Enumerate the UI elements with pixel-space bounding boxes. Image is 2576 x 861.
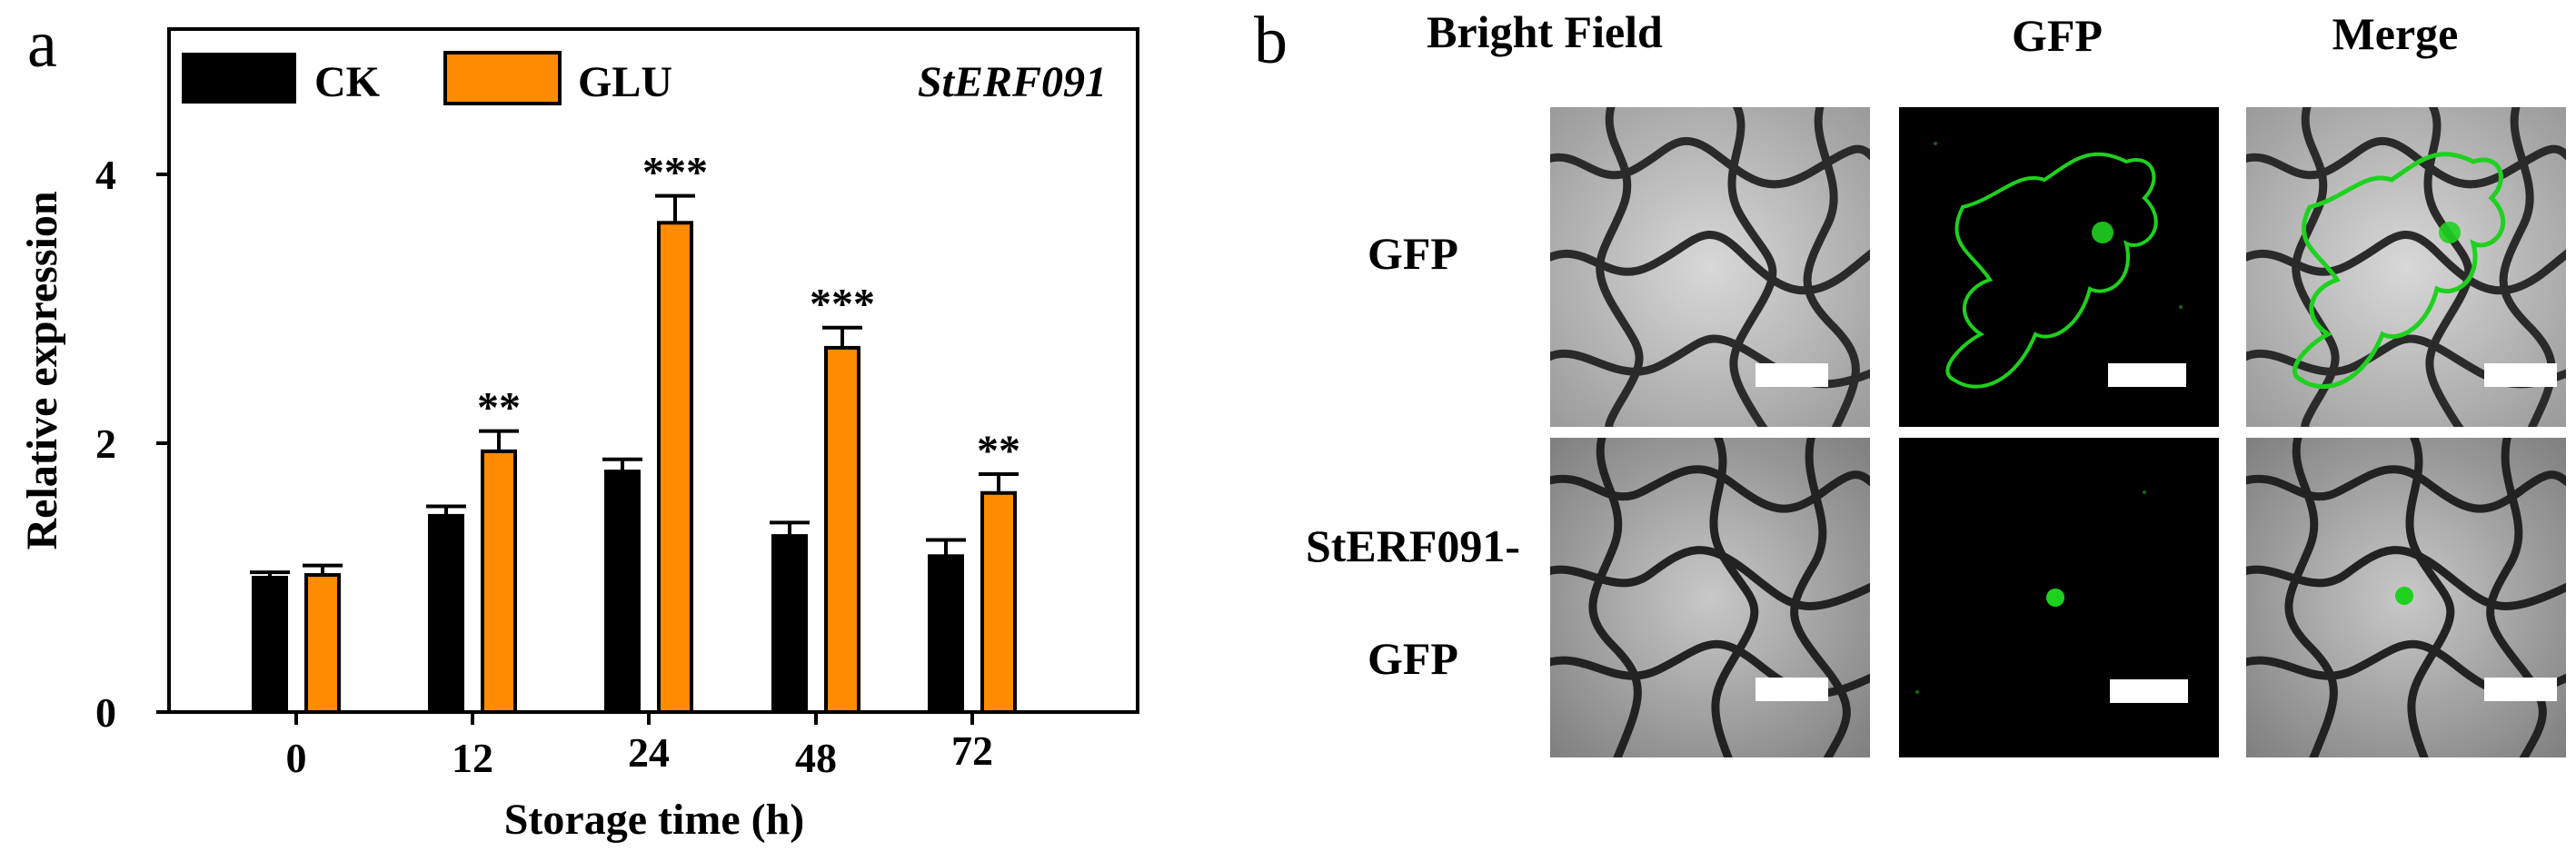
x-tick-label: 0 bbox=[286, 735, 307, 781]
micrograph-bright-field-sterf091 bbox=[1550, 438, 1870, 757]
row-label-gfp: GFP bbox=[1368, 228, 1458, 279]
bar-glu-0 bbox=[304, 573, 341, 714]
column-header-gfp: GFP bbox=[2012, 10, 2103, 61]
bar-ck-24 bbox=[604, 470, 641, 715]
significance-label: ** bbox=[477, 384, 521, 432]
column-header-merge: Merge bbox=[2332, 8, 2459, 59]
legend-label-ck: CK bbox=[314, 58, 380, 106]
significance-label: *** bbox=[810, 281, 875, 329]
bar-ck-12 bbox=[428, 513, 464, 714]
legend-label-glu: GLU bbox=[578, 58, 672, 106]
significance-label: ** bbox=[977, 427, 1020, 475]
bar-ck-0 bbox=[252, 576, 288, 714]
x-axis-label: Storage time (h) bbox=[504, 796, 805, 844]
x-tick-label: 72 bbox=[951, 727, 993, 774]
bar-chart: 0 ** 12 *** 24 *** 48 ** 72 0 2 4 Relative expre… bbox=[18, 27, 1139, 844]
y-tick-label: 4 bbox=[95, 152, 116, 198]
bar-ck-48 bbox=[771, 534, 808, 714]
x-tick-label: 48 bbox=[795, 735, 837, 781]
micrograph-bright-field-gfp bbox=[1550, 107, 1870, 427]
bar-glu-24 bbox=[657, 221, 693, 714]
x-tick-label: 24 bbox=[628, 729, 670, 776]
chart-title: StERF091 bbox=[918, 58, 1107, 106]
y-tick-label: 0 bbox=[95, 689, 116, 736]
bar-glu-48 bbox=[824, 345, 860, 714]
significance-label: *** bbox=[642, 149, 708, 197]
micrograph-gfp-fluorescence-gfp bbox=[1899, 107, 2219, 427]
row-label-sterf091-line1: StERF091- bbox=[1305, 520, 1521, 571]
panel-a-letter: a bbox=[27, 7, 57, 82]
row-label-sterf091-line2: GFP bbox=[1368, 633, 1458, 684]
micrograph-merge-gfp bbox=[2246, 107, 2566, 427]
legend-swatch-ck bbox=[182, 53, 296, 104]
bar-ck-72 bbox=[928, 554, 964, 714]
y-tick-label: 2 bbox=[95, 421, 116, 467]
micrograph-gfp-fluorescence-sterf091 bbox=[1899, 438, 2219, 757]
chart-marks: 0 ** 12 *** 24 *** 48 ** 72 bbox=[250, 149, 1020, 781]
legend-swatch-glu bbox=[443, 51, 562, 105]
bar-glu-12 bbox=[481, 449, 517, 714]
x-tick-label: 12 bbox=[452, 735, 493, 781]
panel-b-letter: b bbox=[1254, 4, 1288, 78]
bar-glu-72 bbox=[980, 490, 1017, 715]
y-axis-label: Relative expression bbox=[18, 191, 66, 549]
column-header-bright-field: Bright Field bbox=[1427, 6, 1663, 57]
micrograph-merge-sterf091 bbox=[2246, 438, 2566, 757]
plot-frame bbox=[167, 27, 1139, 714]
